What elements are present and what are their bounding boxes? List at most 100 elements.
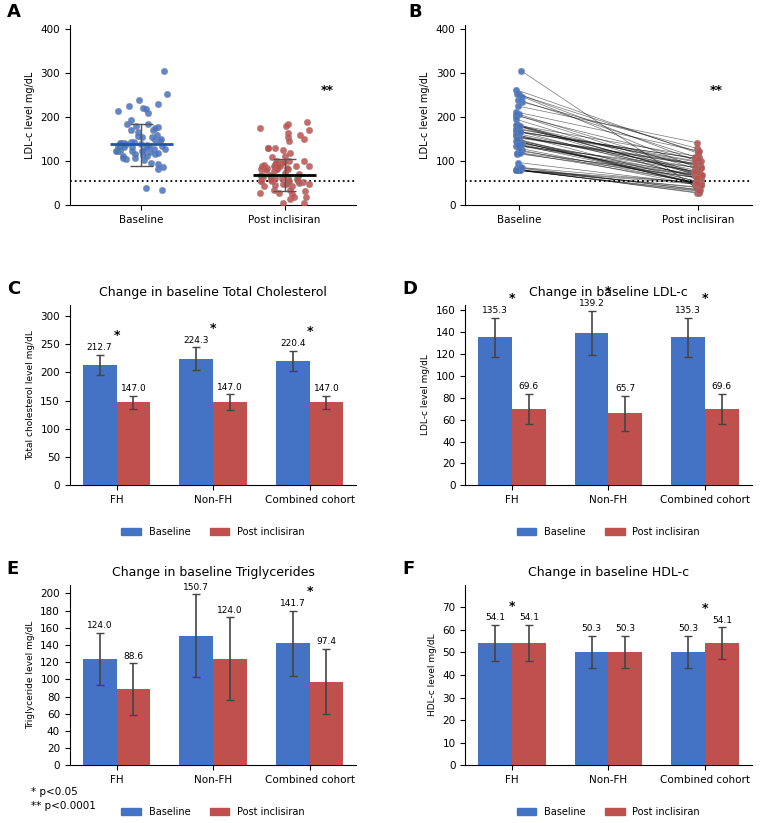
Point — [255, 169, 267, 182]
Text: 54.1: 54.1 — [519, 613, 539, 622]
Point — [691, 175, 704, 188]
Point — [277, 143, 290, 156]
Point — [690, 168, 702, 181]
Point — [512, 128, 524, 141]
Point — [691, 177, 704, 190]
Point — [152, 158, 164, 171]
Point — [688, 169, 701, 182]
Point — [136, 148, 149, 161]
Point — [694, 168, 707, 181]
Point — [253, 122, 266, 135]
Point — [303, 178, 315, 191]
Point — [152, 97, 164, 110]
Point — [691, 181, 704, 194]
Point — [119, 138, 132, 151]
Point — [266, 151, 278, 164]
Text: 50.3: 50.3 — [581, 625, 601, 633]
Point — [158, 64, 170, 77]
Text: 97.4: 97.4 — [316, 637, 336, 646]
Point — [694, 171, 706, 184]
Point — [262, 142, 274, 155]
Point — [693, 168, 705, 181]
Point — [514, 125, 526, 138]
Point — [288, 190, 300, 203]
Point — [262, 142, 274, 155]
Point — [281, 119, 293, 133]
Point — [151, 128, 164, 142]
Text: 135.3: 135.3 — [675, 306, 701, 315]
Point — [515, 137, 527, 150]
Bar — [575, 652, 608, 765]
Point — [303, 159, 315, 172]
Point — [152, 146, 164, 159]
Point — [691, 145, 704, 158]
Point — [512, 131, 524, 144]
Point — [148, 143, 160, 156]
Bar — [179, 635, 213, 765]
Point — [284, 146, 296, 160]
Point — [117, 149, 129, 162]
Point — [283, 174, 295, 188]
Text: *: * — [605, 286, 611, 299]
Point — [690, 180, 702, 193]
Title: Change in baseline Total Cholesterol: Change in baseline Total Cholesterol — [99, 286, 327, 300]
Text: B: B — [408, 3, 422, 21]
Point — [151, 163, 164, 176]
Bar — [309, 681, 343, 765]
Point — [691, 171, 704, 184]
Text: 224.3: 224.3 — [184, 336, 209, 345]
Point — [109, 144, 122, 157]
Point — [693, 144, 705, 157]
Point — [694, 172, 707, 185]
Point — [694, 158, 707, 171]
Point — [692, 146, 704, 160]
Point — [512, 120, 525, 133]
Text: 54.1: 54.1 — [485, 613, 505, 622]
Point — [293, 176, 305, 189]
Text: *: * — [306, 325, 313, 338]
Point — [255, 174, 267, 188]
Point — [694, 177, 706, 190]
Point — [688, 165, 701, 179]
Point — [692, 163, 704, 176]
Point — [692, 164, 704, 177]
Point — [255, 169, 267, 182]
Point — [692, 157, 704, 170]
Point — [298, 154, 311, 167]
Bar — [179, 359, 213, 486]
Point — [283, 155, 295, 168]
Point — [515, 136, 528, 149]
Point — [513, 139, 525, 152]
Point — [692, 152, 704, 165]
Point — [270, 156, 283, 170]
Text: 147.0: 147.0 — [217, 383, 243, 392]
Point — [695, 178, 708, 191]
Bar — [575, 333, 608, 486]
Text: E: E — [7, 560, 19, 578]
Point — [261, 161, 274, 174]
Point — [511, 134, 523, 147]
Point — [689, 178, 701, 191]
Bar — [116, 689, 150, 765]
Point — [510, 123, 522, 136]
Point — [266, 174, 278, 188]
Point — [694, 184, 706, 197]
Point — [137, 153, 150, 166]
Text: 54.1: 54.1 — [712, 616, 732, 625]
Point — [512, 119, 524, 133]
Point — [284, 184, 296, 197]
Bar — [512, 409, 546, 486]
Point — [298, 184, 311, 198]
Point — [297, 175, 309, 188]
Text: *: * — [306, 585, 313, 598]
Point — [511, 87, 523, 100]
Point — [125, 113, 137, 126]
Point — [278, 156, 291, 169]
Point — [157, 160, 169, 174]
Text: 141.7: 141.7 — [280, 599, 305, 608]
Point — [159, 142, 171, 156]
Bar — [478, 337, 512, 486]
Point — [694, 176, 706, 189]
Point — [122, 100, 135, 113]
Point — [514, 125, 526, 138]
